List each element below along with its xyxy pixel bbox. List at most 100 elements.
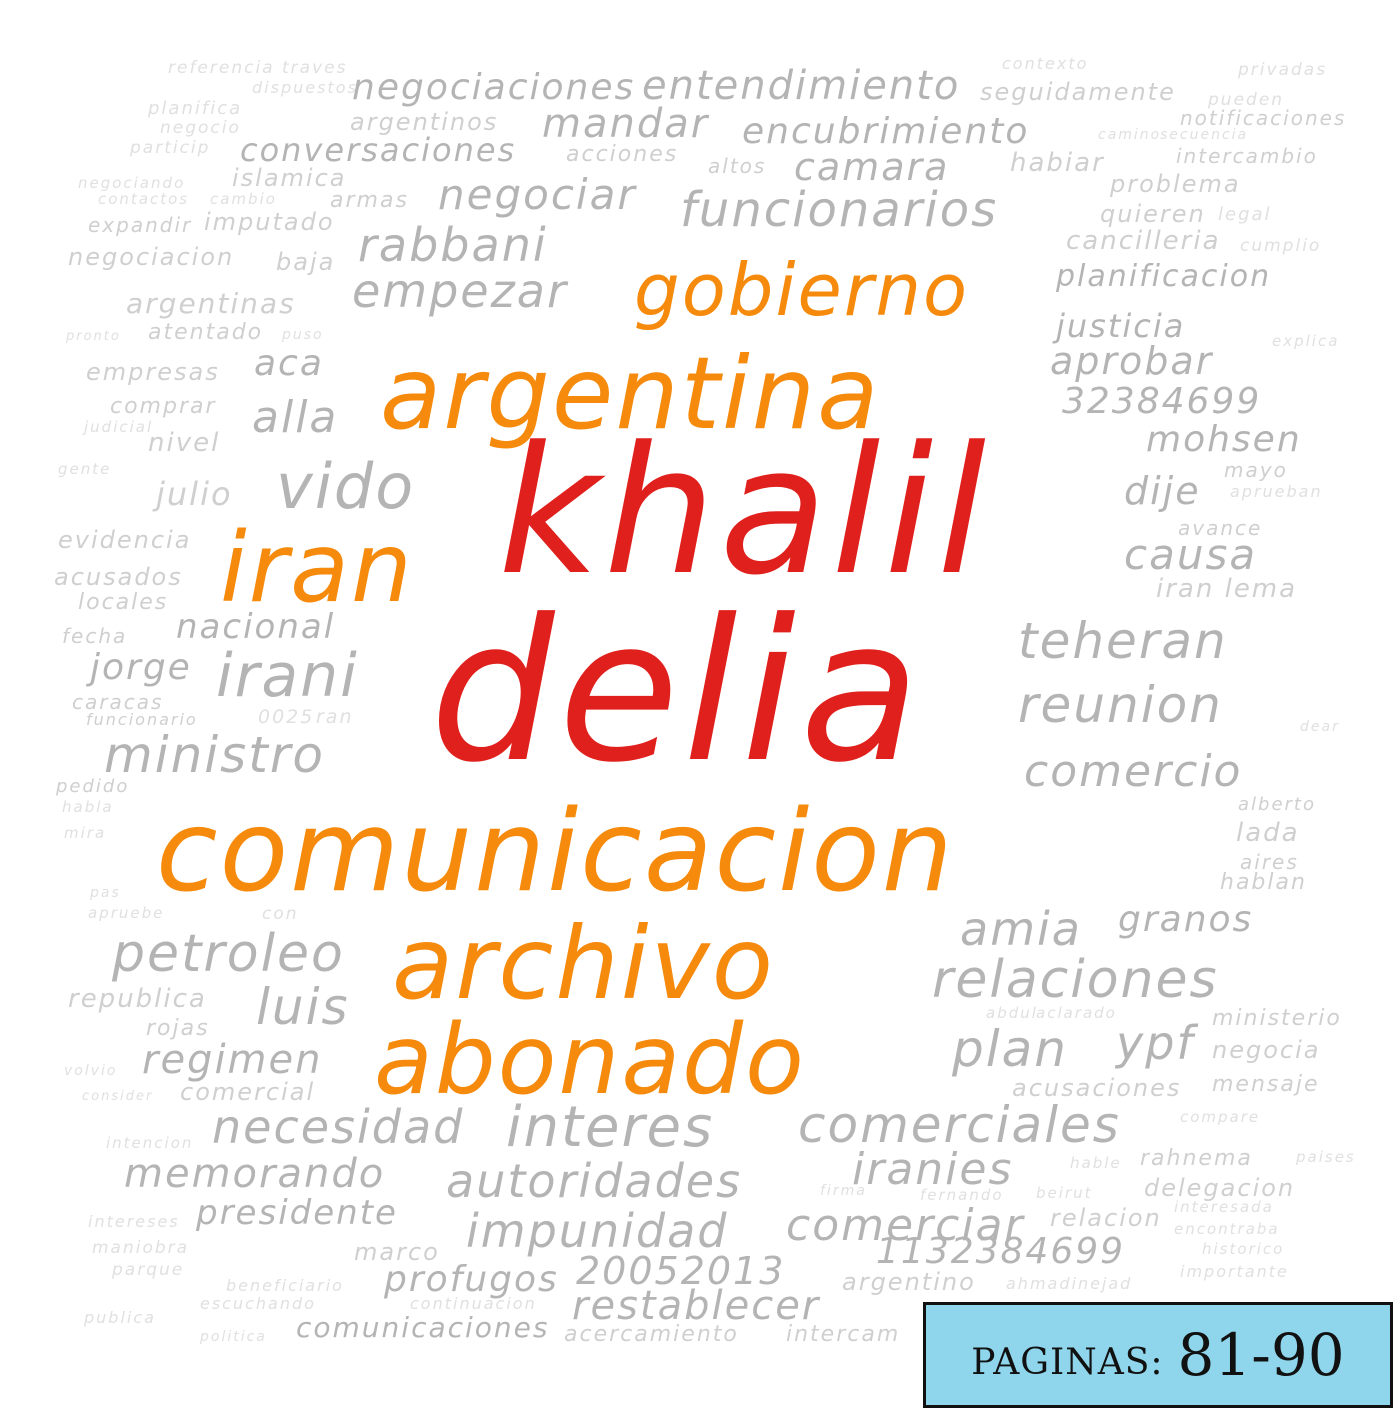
word-acusados: acusados bbox=[54, 563, 183, 591]
word-reunion: reunion bbox=[1018, 676, 1223, 734]
word-comercio: comercio bbox=[1024, 746, 1243, 797]
word-empezar: empezar bbox=[352, 264, 568, 318]
word-intercam: intercam bbox=[786, 1322, 901, 1347]
word-impunidad: impunidad bbox=[466, 1204, 729, 1258]
word-cambio: cambio bbox=[210, 190, 277, 208]
word-mayo: mayo bbox=[1224, 458, 1288, 482]
word-empresas: empresas bbox=[86, 358, 220, 386]
word-habiar: habiar bbox=[1010, 148, 1105, 178]
word-historico: historico bbox=[1202, 1240, 1285, 1258]
word-khalil: khalil bbox=[498, 409, 991, 614]
word-rahnema: rahnema bbox=[1140, 1146, 1253, 1171]
word-negociacion: negociacion bbox=[68, 243, 235, 271]
word-traves: traves bbox=[282, 58, 348, 78]
word-abonado: abonado bbox=[374, 1004, 806, 1116]
word-vido: vido bbox=[276, 450, 416, 523]
word-encubrimiento: encubrimiento bbox=[742, 111, 1030, 152]
word-camino: camino bbox=[1098, 127, 1162, 143]
word-negocio: negocio bbox=[160, 118, 241, 138]
word-altos: altos bbox=[708, 154, 767, 178]
word-teheran: teheran bbox=[1018, 612, 1228, 670]
word-parque: parque bbox=[112, 1260, 185, 1280]
word-mira: mira bbox=[64, 824, 107, 842]
word-fernando: fernando bbox=[920, 1186, 1004, 1204]
word-iranlema: iran lema bbox=[1156, 574, 1298, 604]
word-jorge: jorge bbox=[90, 647, 192, 688]
word-islamica: islamica bbox=[232, 164, 347, 192]
word-petroleo: petroleo bbox=[112, 924, 345, 984]
word-numero3: 20052013 bbox=[576, 1249, 786, 1293]
word-consider: consider bbox=[82, 1089, 154, 1104]
word-irani: irani bbox=[216, 641, 359, 711]
word-pedido: pedido bbox=[56, 776, 130, 797]
word-causa: causa bbox=[1124, 530, 1258, 579]
word-locales: locales bbox=[78, 590, 169, 615]
word-intencion: intencion bbox=[106, 1134, 194, 1152]
word-marco: marco bbox=[354, 1238, 440, 1266]
word-con: con bbox=[262, 904, 299, 924]
word-relaciones: relaciones bbox=[932, 950, 1219, 1010]
word-beneficiario: beneficiario bbox=[226, 1276, 344, 1295]
word-iran: iran bbox=[220, 512, 414, 624]
word-julio: julio bbox=[156, 475, 233, 513]
word-apruebe: apruebe bbox=[88, 904, 165, 922]
word-puso: puso bbox=[282, 327, 324, 343]
word-regimen: regimen bbox=[142, 1037, 323, 1083]
word-evidencia: evidencia bbox=[58, 526, 192, 554]
word-acusaciones: acusaciones bbox=[1012, 1074, 1182, 1102]
word-autoridades: autoridades bbox=[446, 1154, 743, 1208]
word-atentado: atentado bbox=[148, 320, 264, 345]
word-archivo: archivo bbox=[392, 905, 775, 1022]
word-privadas: privadas bbox=[1238, 60, 1328, 80]
word-aires: aires bbox=[1240, 850, 1299, 874]
word-avance: avance bbox=[1178, 516, 1263, 540]
pages-range: 81-90 bbox=[1177, 1321, 1345, 1389]
word-interesada: interesada bbox=[1174, 1198, 1274, 1216]
word-dear: dear bbox=[1300, 719, 1340, 735]
word-acciones: acciones bbox=[566, 142, 679, 167]
word-planificacion: planificacion bbox=[1056, 259, 1272, 294]
word-armas: armas bbox=[330, 188, 409, 213]
word-ran: ran bbox=[316, 706, 354, 728]
word-comercial: comercial bbox=[180, 1078, 316, 1106]
word-ypf: ypf bbox=[1116, 1016, 1195, 1070]
word-negociar: negociar bbox=[438, 170, 637, 219]
word-presidente: presidente bbox=[196, 1193, 398, 1233]
word-pueden: pueden bbox=[1208, 90, 1285, 110]
pages-label: PAGINAS: bbox=[971, 1341, 1164, 1383]
word-negocia: negocia bbox=[1212, 1036, 1321, 1064]
word-amia: amia bbox=[960, 902, 1082, 956]
word-luis: luis bbox=[256, 978, 350, 1036]
word-lada: lada bbox=[1236, 818, 1300, 848]
word-paises: paises bbox=[1296, 1148, 1356, 1166]
word-baja: baja bbox=[276, 248, 336, 276]
word-nivel: nivel bbox=[148, 428, 221, 458]
word-aprueban: aprueban bbox=[1230, 482, 1323, 501]
word-memorando: memorando bbox=[124, 1151, 386, 1197]
word-cancilleria: cancilleria bbox=[1066, 226, 1221, 256]
word-abdul: abdul bbox=[986, 1004, 1038, 1022]
word-beirut: beirut bbox=[1036, 1184, 1093, 1202]
word-restablecer: restablecer bbox=[572, 1283, 821, 1329]
word-aprobar: aprobar bbox=[1050, 339, 1214, 383]
word-caracas: caracas bbox=[72, 690, 164, 714]
word-comerciar: comerciar bbox=[786, 1200, 1025, 1251]
word-funcionarios: funcionarios bbox=[680, 182, 999, 238]
word-intercambio: intercambio bbox=[1176, 144, 1318, 168]
word-numero1: 32384699 bbox=[1062, 381, 1262, 422]
word-manibra: maniobra bbox=[92, 1238, 190, 1258]
word-explica: explica bbox=[1272, 332, 1340, 350]
word-hablan: hablan bbox=[1220, 870, 1307, 895]
word-argentino: argentino bbox=[842, 1268, 976, 1296]
word-volvio: volvio bbox=[64, 1063, 118, 1079]
word-compare: compare bbox=[1180, 1108, 1261, 1126]
word-pas: pas bbox=[90, 885, 121, 901]
word-numero2: 1132384699 bbox=[876, 1231, 1126, 1272]
word-gente: gente bbox=[58, 460, 112, 478]
word-republica: republica bbox=[68, 984, 207, 1014]
word-aclarado: aclarado bbox=[1036, 1004, 1117, 1022]
word-funcionario: funcionario bbox=[86, 710, 198, 729]
word-aca: aca bbox=[254, 343, 324, 384]
word-notificaciones: notificaciones bbox=[1180, 106, 1347, 130]
